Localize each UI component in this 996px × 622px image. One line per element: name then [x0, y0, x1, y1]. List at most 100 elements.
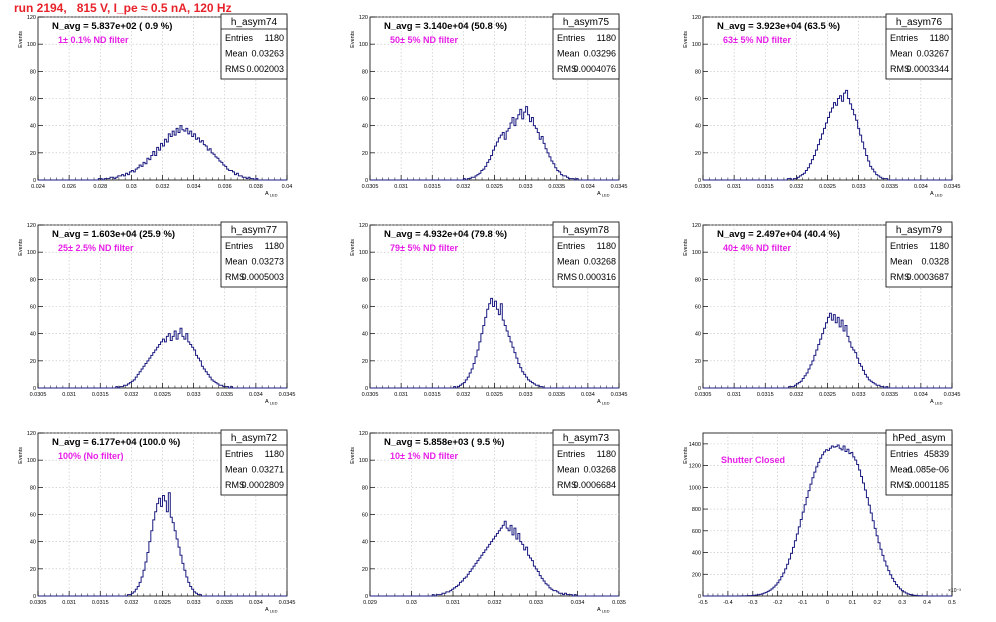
y-tick-label: 20 [362, 151, 368, 157]
stats-box-title: h_asym72 [231, 433, 278, 444]
x-tick-label: 0.032 [124, 600, 138, 606]
x-tick-label: 0.0325 [154, 392, 171, 398]
y-tick-label: 1400 [689, 442, 701, 448]
x-tick-label: 0.0315 [757, 392, 774, 398]
stats-label: RMS [557, 480, 577, 490]
x-tick-label: 0.0345 [944, 184, 961, 190]
stats-label: Entries [225, 33, 254, 43]
stats-box-title: h_asym76 [896, 17, 943, 28]
y-tick-label: 120 [692, 15, 701, 21]
x-axis-title: A LED [265, 191, 278, 198]
navg-label: N_avg = 2.497e+04 (40.4 %) [717, 229, 840, 240]
x-tick-label: 0.026 [62, 184, 76, 190]
x-tick-label: 0.0335 [216, 600, 233, 606]
x-tick-label: 0.032 [156, 184, 170, 190]
x-tick-label: -0.4 [723, 600, 732, 606]
stats-label: Mean [557, 465, 580, 475]
y-axis-title: Events [18, 31, 24, 48]
stats-label: Entries [225, 449, 254, 459]
stats-value: 1180 [930, 33, 949, 43]
y-tick-label: 60 [30, 513, 36, 519]
stats-box [552, 221, 620, 288]
y-tick-label: 800 [692, 507, 701, 513]
x-axis-title: A LED [597, 191, 610, 198]
x-tick-label: 0.0325 [486, 392, 503, 398]
stats-label: RMS [225, 480, 245, 490]
x-tick-label: 0.034 [914, 184, 928, 190]
filter-label: 1± 0.1% ND filter [58, 35, 129, 45]
y-tick-label: 100 [359, 250, 368, 256]
y-tick-label: 20 [362, 567, 368, 573]
stats-box [885, 221, 953, 288]
y-tick-label: 60 [30, 305, 36, 311]
y-tick-label: 0 [698, 594, 701, 600]
y-tick-label: 200 [692, 572, 701, 578]
y-tick-label: 20 [362, 359, 368, 365]
x-tick-label: 0.031 [394, 184, 408, 190]
stats-box [885, 429, 953, 496]
y-tick-label: 100 [692, 42, 701, 48]
x-tick-label: 0.5 [948, 600, 956, 606]
x-tick-label: 0.032 [488, 600, 502, 606]
stats-label: RMS [557, 272, 577, 282]
stats-label: RMS [890, 480, 910, 490]
x-tick-label: 0.03 [406, 600, 417, 606]
y-tick-label: 20 [30, 567, 36, 573]
y-tick-label: 80 [30, 69, 36, 75]
x-tick-label: 0.034 [581, 184, 595, 190]
x-tick-label: -0.2 [773, 600, 782, 606]
y-axis-title: Events [350, 31, 356, 48]
y-tick-label: 40 [30, 540, 36, 546]
y-tick-label: 60 [362, 305, 368, 311]
histogram-panel-h_asym74: 0.024 0.026 0.028 0.03 0.032 0.034 0.036 0.038 0… [18, 13, 292, 198]
x-tick-label: 0.0305 [695, 392, 712, 398]
stats-label: RMS [890, 272, 910, 282]
x-tick-label: 0.032 [456, 184, 470, 190]
x-tick-label: 0.03 [126, 184, 137, 190]
stats-box [220, 429, 288, 496]
y-tick-label: 40 [362, 540, 368, 546]
y-tick-label: 40 [695, 124, 701, 130]
x-tick-label: 0.034 [914, 392, 928, 398]
x-tick-label: 0.0335 [881, 392, 898, 398]
stats-label: RMS [225, 272, 245, 282]
y-axis-title: Events [683, 239, 689, 256]
stats-label: RMS [557, 64, 577, 74]
y-tick-label: 40 [362, 332, 368, 338]
x-tick-label: 0.0315 [92, 392, 109, 398]
navg-label: N_avg = 5.837e+02 ( 0.9 %) [52, 21, 172, 32]
stats-label: Entries [890, 33, 919, 43]
y-tick-label: 40 [30, 124, 36, 130]
stats-box [552, 13, 620, 80]
stats-box-title: hPed_asym [893, 433, 946, 444]
stats-value: 0.0004076 [573, 64, 616, 74]
navg-label: N_avg = 6.177e+04 (100.0 %) [52, 437, 180, 448]
x-tick-label: 0.0305 [30, 392, 47, 398]
x-tick-label: 0.4 [923, 600, 931, 606]
stats-value: 1180 [265, 33, 284, 43]
y-tick-label: 20 [30, 151, 36, 157]
stats-label: Mean [225, 465, 248, 475]
stats-value: 0.03296 [583, 49, 616, 59]
y-tick-label: 40 [695, 332, 701, 338]
y-tick-label: 60 [695, 305, 701, 311]
filter-label: 10± 1% ND filter [390, 451, 458, 461]
y-tick-label: 0 [698, 178, 701, 184]
y-tick-label: 0 [698, 386, 701, 392]
stats-label: Mean [557, 49, 580, 59]
x-tick-label: 0.0305 [362, 392, 379, 398]
x-tick-label: 0.035 [612, 600, 626, 606]
y-tick-label: 60 [695, 97, 701, 103]
stats-label: Mean [890, 465, 913, 475]
x-tick-label: 0.0315 [92, 600, 109, 606]
x-axis-title: A LED [930, 399, 943, 406]
y-tick-label: 60 [30, 97, 36, 103]
histogram-steps [703, 444, 952, 597]
y-tick-label: 0 [365, 178, 368, 184]
y-tick-label: 100 [27, 250, 36, 256]
x-tick-label: 0.033 [519, 392, 533, 398]
x-tick-label: 0.034 [249, 600, 263, 606]
y-tick-label: 1200 [689, 464, 701, 470]
histogram-steps [370, 106, 619, 181]
filter-label: 40± 4% ND filter [723, 243, 791, 253]
